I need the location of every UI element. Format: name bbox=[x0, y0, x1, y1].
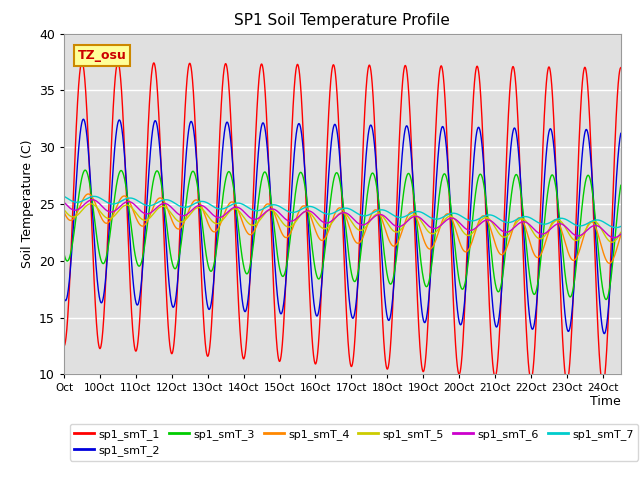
sp1_smT_3 bbox=[617, 182, 625, 188]
sp1_smT_3 bbox=[124, 196, 132, 202]
sp1_smT_5 bbox=[617, 229, 625, 235]
sp1_smT_1 bbox=[298, 102, 306, 108]
sp1_smT_7 bbox=[606, 223, 614, 229]
sp1_smT_6 bbox=[88, 197, 96, 203]
sp1_smT_6 bbox=[274, 209, 282, 215]
sp1_smT_4 bbox=[546, 225, 554, 230]
sp1_smT_6 bbox=[606, 234, 614, 240]
sp1_smT_1 bbox=[124, 224, 132, 230]
sp1_smT_1 bbox=[78, 60, 86, 65]
sp1_smT_6 bbox=[610, 235, 618, 240]
Line: sp1_smT_3: sp1_smT_3 bbox=[64, 170, 621, 300]
sp1_smT_2 bbox=[600, 331, 608, 336]
sp1_smT_2 bbox=[79, 116, 87, 122]
sp1_smT_2 bbox=[274, 296, 282, 301]
Line: sp1_smT_2: sp1_smT_2 bbox=[64, 119, 621, 334]
sp1_smT_1 bbox=[599, 382, 607, 387]
sp1_smT_7 bbox=[124, 195, 131, 201]
sp1_smT_4 bbox=[298, 204, 306, 210]
sp1_smT_6 bbox=[298, 211, 306, 216]
sp1_smT_3 bbox=[81, 167, 89, 173]
sp1_smT_4 bbox=[157, 195, 164, 201]
sp1_smT_7 bbox=[157, 198, 164, 204]
sp1_smT_4 bbox=[605, 261, 613, 266]
sp1_smT_7 bbox=[612, 225, 620, 230]
sp1_smT_7 bbox=[546, 220, 554, 226]
sp1_smT_2 bbox=[617, 131, 625, 136]
sp1_smT_5 bbox=[124, 202, 132, 208]
Y-axis label: Soil Temperature (C): Soil Temperature (C) bbox=[20, 140, 33, 268]
sp1_smT_6 bbox=[60, 199, 68, 205]
sp1_smT_4 bbox=[617, 232, 625, 238]
sp1_smT_6 bbox=[157, 202, 164, 207]
sp1_smT_5 bbox=[157, 204, 164, 210]
sp1_smT_5 bbox=[60, 207, 68, 213]
sp1_smT_6 bbox=[617, 231, 625, 237]
sp1_smT_2 bbox=[60, 295, 68, 300]
Line: sp1_smT_6: sp1_smT_6 bbox=[64, 200, 621, 238]
sp1_smT_3 bbox=[298, 170, 306, 176]
Line: sp1_smT_7: sp1_smT_7 bbox=[64, 196, 621, 228]
sp1_smT_4 bbox=[60, 209, 68, 215]
sp1_smT_1 bbox=[157, 154, 164, 160]
Text: TZ_osu: TZ_osu bbox=[78, 49, 127, 62]
sp1_smT_2 bbox=[124, 199, 132, 205]
Line: sp1_smT_1: sp1_smT_1 bbox=[64, 62, 621, 384]
Title: SP1 Soil Temperature Profile: SP1 Soil Temperature Profile bbox=[234, 13, 451, 28]
sp1_smT_5 bbox=[546, 225, 554, 230]
sp1_smT_1 bbox=[606, 267, 614, 273]
sp1_smT_5 bbox=[274, 213, 282, 219]
sp1_smT_7 bbox=[617, 224, 625, 229]
sp1_smT_2 bbox=[157, 157, 164, 163]
sp1_smT_5 bbox=[87, 201, 95, 207]
sp1_smT_3 bbox=[602, 297, 610, 302]
sp1_smT_3 bbox=[60, 251, 68, 257]
sp1_smT_3 bbox=[157, 178, 164, 183]
sp1_smT_1 bbox=[617, 65, 625, 71]
sp1_smT_3 bbox=[546, 176, 554, 182]
Line: sp1_smT_5: sp1_smT_5 bbox=[64, 204, 621, 242]
sp1_smT_6 bbox=[546, 227, 554, 232]
Line: sp1_smT_4: sp1_smT_4 bbox=[64, 194, 621, 264]
sp1_smT_1 bbox=[546, 67, 554, 73]
sp1_smT_2 bbox=[298, 133, 306, 139]
sp1_smT_3 bbox=[606, 281, 614, 287]
sp1_smT_3 bbox=[274, 254, 282, 260]
sp1_smT_7 bbox=[274, 203, 282, 208]
sp1_smT_7 bbox=[298, 206, 305, 212]
sp1_smT_5 bbox=[606, 239, 614, 244]
sp1_smT_2 bbox=[546, 126, 554, 132]
sp1_smT_1 bbox=[60, 343, 68, 349]
sp1_smT_4 bbox=[84, 191, 92, 197]
Legend: sp1_smT_1, sp1_smT_2, sp1_smT_3, sp1_smT_4, sp1_smT_5, sp1_smT_6, sp1_smT_7: sp1_smT_1, sp1_smT_2, sp1_smT_3, sp1_smT… bbox=[70, 424, 638, 460]
sp1_smT_6 bbox=[124, 199, 132, 204]
sp1_smT_5 bbox=[608, 240, 616, 245]
sp1_smT_4 bbox=[124, 196, 132, 202]
X-axis label: Time: Time bbox=[590, 395, 621, 408]
sp1_smT_4 bbox=[274, 220, 282, 226]
sp1_smT_4 bbox=[606, 260, 614, 266]
sp1_smT_7 bbox=[60, 193, 68, 199]
sp1_smT_5 bbox=[298, 211, 306, 216]
sp1_smT_2 bbox=[606, 281, 614, 287]
sp1_smT_1 bbox=[274, 351, 282, 357]
